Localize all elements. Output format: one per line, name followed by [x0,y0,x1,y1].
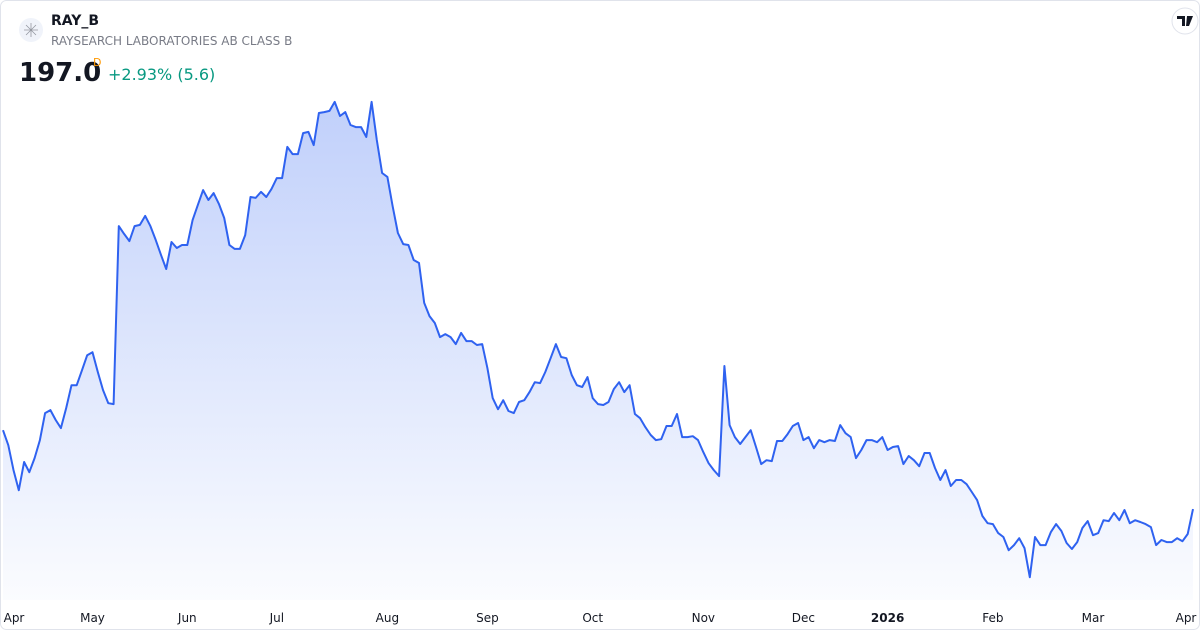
symbol-logo [19,18,43,42]
x-tick-label: Aug [376,611,399,625]
x-tick-label: Apr [1176,611,1197,625]
price-line [2,100,1194,579]
x-tick-label: Jun [177,611,197,625]
x-tick-label: Apr [4,611,25,625]
change: +2.93% (5.6) [108,65,215,84]
x-tick-label: Sep [476,611,499,625]
x-tick-label: May [80,611,105,625]
area-fill [3,101,1193,601]
x-tick-label: Feb [982,611,1003,625]
x-tick-label: Oct [582,611,603,625]
tradingview-logo[interactable] [1171,7,1199,35]
x-tick-label: Dec [792,611,815,625]
price: 197.0 [19,58,101,88]
x-tick-label: Mar [1082,611,1105,625]
x-tick-label: Nov [692,611,715,625]
x-tick-label: 2026 [871,611,904,625]
x-tick-label: Jul [269,611,284,625]
symbol[interactable]: RAY_B [51,13,99,29]
company-name: RAYSEARCH LABORATORIES AB CLASS B [51,34,292,48]
currency-badge: D [93,56,101,69]
